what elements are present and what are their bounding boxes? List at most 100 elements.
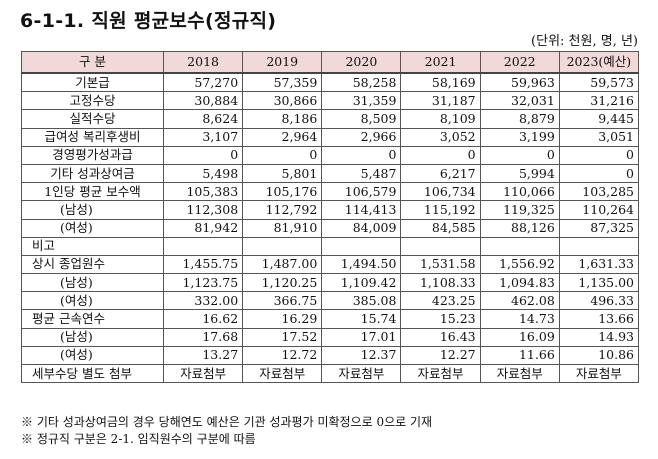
table-row: (남성) 112,308 112,792 114,413 115,192 119,325 1…	[21, 200, 640, 220]
table-row: (여성) 13.27 12.72 12.37 12.27 11.66 10.86	[21, 345, 640, 366]
table-cell: 106,579	[321, 182, 402, 202]
table-cell: 9,445	[558, 109, 640, 129]
table-cell: 3,052	[400, 127, 481, 147]
table-cell: 17.01	[321, 327, 402, 347]
salary-table: 구 분 2018 2019 2020 2021 2022 2023(예산) 기본…	[21, 51, 640, 384]
row-label: (여성)	[21, 291, 164, 311]
table-cell: 112,792	[242, 200, 323, 220]
table-cell: 1,487.00	[242, 254, 323, 275]
header-year: 2023(예산)	[558, 51, 640, 74]
table-cell: 0	[558, 163, 640, 184]
table-row: 상시 종업원수 1,455.75 1,487.00 1,494.50 1,531.58 1…	[21, 254, 640, 275]
table-cell: 1,109.42	[321, 273, 402, 293]
table-cell: 84,009	[321, 218, 402, 238]
row-label: 실적수당	[21, 109, 164, 129]
table-cell: 366.75	[242, 291, 323, 311]
header-year: 2022	[479, 51, 560, 74]
table-cell: 0	[321, 145, 402, 165]
table-cell: 5,994	[479, 163, 560, 184]
table-cell: 31,216	[558, 91, 640, 111]
table-cell: 57,270	[162, 72, 244, 93]
table-cell: 3,107	[162, 127, 244, 147]
row-label: (남성)	[21, 273, 164, 293]
table-cell: 110,264	[558, 200, 640, 220]
header-year: 2020	[321, 51, 402, 74]
table-cell: 84,585	[400, 218, 481, 238]
table-cell: 87,325	[558, 218, 640, 238]
table-cell: 103,285	[558, 182, 640, 202]
table-cell: 385.08	[321, 291, 402, 311]
table-cell: 115,192	[400, 200, 481, 220]
table-row: 고정수당 30,884 30,866 31,359 31,187 32,031 31,216	[21, 91, 640, 111]
table-cell: 3,199	[479, 127, 560, 147]
table-cell	[162, 236, 244, 256]
row-label: (여성)	[21, 345, 164, 366]
table-cell: 1,631.33	[558, 254, 640, 275]
table-cell: 8,624	[162, 109, 244, 129]
table-cell: 15.23	[400, 309, 481, 329]
table-cell: 31,359	[321, 91, 402, 111]
table-cell: 57,359	[242, 72, 323, 93]
table-row: (여성) 81,942 81,910 84,009 84,585 88,126 87,325	[21, 218, 640, 238]
table-cell: 59,573	[558, 72, 640, 93]
row-label: 기본급	[21, 72, 164, 93]
table-row: 비고	[21, 236, 640, 256]
table-cell: 1,135.00	[558, 273, 640, 293]
table-cell: 1,531.58	[400, 254, 481, 275]
table-cell: 자료첨부	[479, 363, 560, 384]
table-cell: 16.29	[242, 309, 323, 329]
table-cell	[479, 236, 560, 256]
table-cell: 8,879	[479, 109, 560, 129]
table-cell: 11.66	[479, 345, 560, 366]
table-cell: 0	[558, 145, 640, 165]
table-cell: 496.33	[558, 291, 640, 311]
table-cell: 462.08	[479, 291, 560, 311]
table-cell: 0	[242, 145, 323, 165]
table-cell: 14.93	[558, 327, 640, 347]
table-cell: 105,383	[162, 182, 244, 202]
notes: ※ 기타 성과상여금의 경우 당해연도 예산은 기관 성과평가 미확정으로 0으…	[21, 414, 432, 448]
row-label: 경영평가성과급	[21, 145, 164, 165]
table-cell: 1,123.75	[162, 273, 244, 293]
table-cell: 0	[479, 145, 560, 165]
row-label: 평균 근속연수	[21, 309, 164, 329]
table-cell: 8,186	[242, 109, 323, 129]
table-cell: 자료첨부	[321, 363, 402, 384]
row-label: 고정수당	[21, 91, 164, 111]
table-cell: 16.43	[400, 327, 481, 347]
table-row: (남성) 17.68 17.52 17.01 16.43 16.09 14.93	[21, 327, 640, 347]
table-cell: 5,487	[321, 163, 402, 184]
unit-label: (단위: 천원, 명, 년)	[531, 34, 638, 49]
table-cell: 58,258	[321, 72, 402, 93]
table-row: 경영평가성과급 0 0 0 0 0 0	[21, 145, 640, 165]
table-cell: 1,556.92	[479, 254, 560, 275]
table-cell: 자료첨부	[162, 363, 244, 384]
table-cell: 12.72	[242, 345, 323, 366]
table-cell	[558, 236, 640, 256]
header-year: 2018	[162, 51, 244, 74]
table-cell: 15.74	[321, 309, 402, 329]
table-cell: 0	[162, 145, 244, 165]
table-cell: 119,325	[479, 200, 560, 220]
table-cell: 30,884	[162, 91, 244, 111]
page-title: 6-1-1. 직원 평균보수(정규직)	[20, 10, 277, 32]
table-body: 기본급 57,270 57,359 58,258 58,169 59,963 59,573 고…	[21, 72, 640, 384]
table-cell: 17.68	[162, 327, 244, 347]
table-cell: 자료첨부	[558, 363, 640, 384]
table-cell: 1,094.83	[479, 273, 560, 293]
note-line: ※ 기타 성과상여금의 경우 당해연도 예산은 기관 성과평가 미확정으로 0으…	[21, 415, 433, 429]
note-line: ※ 정규직 구분은 2-1. 임직원수의 구분에 따름	[21, 432, 256, 446]
table-row: 기본급 57,270 57,359 58,258 58,169 59,963 59,573	[21, 72, 640, 93]
row-label: 기타 성과상여금	[21, 163, 164, 184]
table-cell: 1,455.75	[162, 254, 244, 275]
table-cell	[321, 236, 402, 256]
table-row: (여성) 332.00 366.75 385.08 423.25 462.08 496.33	[21, 291, 640, 311]
table-cell: 자료첨부	[242, 363, 323, 384]
table-cell: 110,066	[479, 182, 560, 202]
table-row: 급여성 복리후생비 3,107 2,964 2,966 3,052 3,199 3,051	[21, 127, 640, 147]
table-cell: 106,734	[400, 182, 481, 202]
table-cell: 17.52	[242, 327, 323, 347]
table-cell: 31,187	[400, 91, 481, 111]
table-cell: 3,051	[558, 127, 640, 147]
table-cell	[242, 236, 323, 256]
